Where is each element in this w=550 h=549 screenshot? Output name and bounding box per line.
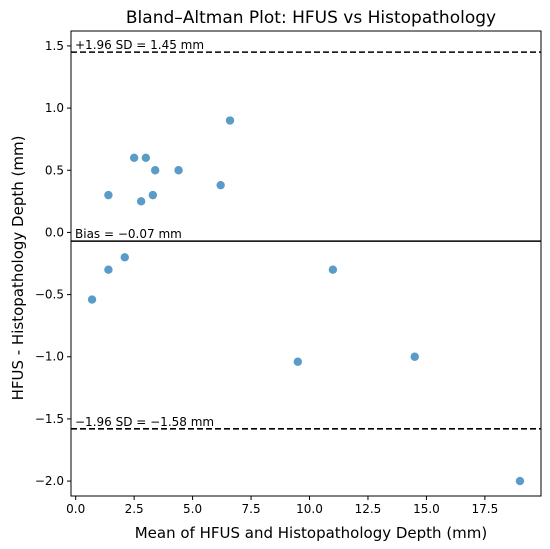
data-point [87,295,97,304]
x-tick-label: 2.5 [125,502,144,516]
y-tick-label: 0.0 [45,225,64,239]
data-point [104,190,113,200]
data-point [216,180,225,190]
x-axis-label: Mean of HFUS and Histopathology Depth (m… [135,524,488,542]
x-tick-label: 5.0 [183,502,202,516]
plot-area: +1.96 SD = 1.45 mm Bias = −0.07 mm −1.96 S… [35,30,542,516]
data-point [141,153,151,163]
data-point [129,153,139,163]
data-point [148,190,158,200]
data-point [328,265,338,274]
x-tick-label: 15.0 [413,502,440,516]
y-tick-label: −1.0 [35,350,64,364]
data-point [150,166,160,175]
data-point [293,357,303,366]
y-tick-label: 1.5 [45,39,64,53]
x-tick-label: 10.0 [296,502,323,516]
data-point [104,265,113,274]
y-tick-label: −1.5 [35,412,64,426]
upper-loa-label: +1.96 SD = 1.45 mm [75,38,204,52]
chart-title: Bland–Altman Plot: HFUS vs Histopatholog… [126,8,496,28]
lower-loa-label: −1.96 SD = −1.58 mm [75,415,214,429]
x-tick-label: 12.5 [355,502,382,516]
data-point [136,197,146,206]
x-tick-label: 0.0 [66,502,85,516]
data-point [174,166,183,175]
data-point [225,116,235,125]
y-tick-label: −2.0 [35,474,64,488]
y-axis-label: HFUS - Histopathology Depth (mm) [9,136,27,401]
y-tick-label: −0.5 [35,288,64,302]
x-tick-label: 7.5 [242,502,261,516]
plot-frame [70,30,542,497]
y-tick-label: 0.5 [45,163,64,177]
data-point [120,253,129,262]
y-tick-label: 1.0 [45,101,64,115]
data-point [515,476,525,486]
x-tick-label: 17.5 [472,502,499,516]
bias-label: Bias = −0.07 mm [75,227,182,241]
data-point [410,352,419,361]
